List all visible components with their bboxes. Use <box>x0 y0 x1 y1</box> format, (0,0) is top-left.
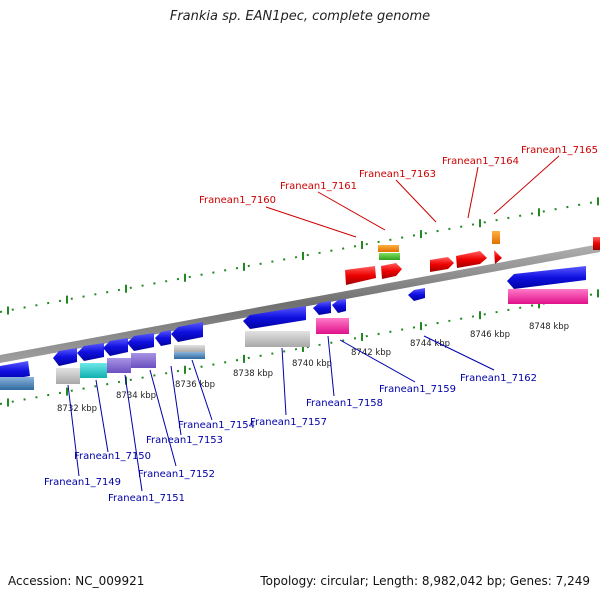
leader-line <box>67 384 80 477</box>
accession-text: Accession: NC_009921 <box>8 574 145 588</box>
gene-arrow <box>0 361 30 381</box>
gene-arrow <box>171 322 203 342</box>
kbp-label: 8748 kbp <box>529 322 569 332</box>
gene-arrow <box>127 333 154 351</box>
leader-line <box>423 335 495 371</box>
gene-label-franean1-7157[interactable]: Franean1_7157 <box>250 417 327 428</box>
gene-label-franean1-7160[interactable]: Franean1_7160 <box>199 195 276 206</box>
gene-label-franean1-7150[interactable]: Franean1_7150 <box>74 451 151 462</box>
gene-annotation-box <box>56 368 80 384</box>
gene-arrow <box>345 266 376 285</box>
gene-arrow <box>332 299 346 313</box>
gene-label-franean1-7163[interactable]: Franean1_7163 <box>359 169 436 180</box>
gene-annotation-box <box>245 331 310 347</box>
leader-line <box>95 379 109 453</box>
gene-label-franean1-7151[interactable]: Franean1_7151 <box>108 493 185 504</box>
forward-gene-labels <box>265 155 560 238</box>
gene-label-franean1-7152[interactable]: Franean1_7152 <box>138 469 215 480</box>
forward-gene-features <box>345 231 600 285</box>
gene-annotation-box <box>107 358 131 373</box>
reverse-gene-labels <box>67 335 495 492</box>
gene-label-franean1-7161[interactable]: Franean1_7161 <box>280 181 357 192</box>
kbp-label: 8746 kbp <box>470 330 510 340</box>
gene-label-franean1-7159[interactable]: Franean1_7159 <box>379 384 456 395</box>
gene-label-franean1-7165[interactable]: Franean1_7165 <box>521 145 598 156</box>
kbp-label: 8736 kbp <box>175 380 215 390</box>
kbp-label: 8738 kbp <box>233 369 273 379</box>
gene-arrow <box>381 263 402 279</box>
leader-line <box>467 166 479 219</box>
gene-arrow <box>53 348 77 366</box>
gene-arrow <box>593 237 600 250</box>
kbp-label: 8742 kbp <box>351 348 391 358</box>
gene-annotation-box <box>379 253 400 260</box>
genome-backbone <box>0 244 600 363</box>
gene-arrow <box>77 343 104 361</box>
gene-annotation-box <box>80 363 107 378</box>
leader-line <box>124 374 143 492</box>
position-labels: 8732 kbp 8734 kbp 8736 kbp 8738 kbp 8740… <box>57 322 569 414</box>
gene-label-franean1-7154[interactable]: Franean1_7154 <box>178 420 255 431</box>
gene-label-franean1-7158[interactable]: Franean1_7158 <box>306 398 383 409</box>
gene-annotation-box <box>174 345 205 352</box>
leader-line <box>339 339 416 383</box>
gene-annotation-box <box>492 231 500 244</box>
gene-annotation-box <box>378 245 399 252</box>
gene-arrow <box>408 288 425 301</box>
gene-label-franean1-7162[interactable]: Franean1_7162 <box>460 373 537 384</box>
gene-arrow <box>456 251 487 268</box>
gene-annotation-box <box>174 352 205 359</box>
kbp-label: 8744 kbp <box>410 339 450 349</box>
leader-line <box>493 155 560 215</box>
gene-arrow <box>430 257 454 272</box>
leader-line <box>317 191 386 231</box>
gene-arrow <box>313 301 331 315</box>
leader-line <box>170 365 182 436</box>
gene-arrow <box>103 338 128 356</box>
gene-annotation-box <box>508 289 588 304</box>
kbp-label: 8734 kbp <box>116 391 156 401</box>
gene-label-franean1-7149[interactable]: Franean1_7149 <box>44 477 121 488</box>
gene-annotation-box <box>0 377 34 390</box>
leader-line <box>395 179 437 223</box>
gene-arrow <box>494 250 502 264</box>
gene-arrow <box>155 330 171 346</box>
kbp-label: 8732 kbp <box>57 404 97 414</box>
leader-line <box>149 369 177 467</box>
gene-arrow <box>507 266 586 289</box>
map-title: Frankia sp. EAN1pec, complete genome <box>169 9 431 24</box>
reverse-gene-features <box>0 266 588 390</box>
kbp-label: 8740 kbp <box>292 359 332 369</box>
leader-line <box>327 335 335 397</box>
gene-arrow <box>243 306 306 329</box>
gene-annotation-box <box>316 318 349 334</box>
outer-major-ticks <box>7 197 599 315</box>
topology-text: Topology: circular; Length: 8,982,042 bp… <box>260 574 590 588</box>
gene-label-franean1-7164[interactable]: Franean1_7164 <box>442 156 519 167</box>
gene-annotation-box <box>131 353 156 368</box>
leader-line <box>265 206 357 238</box>
leader-line <box>191 359 213 421</box>
leader-line <box>281 347 287 416</box>
gene-label-franean1-7153[interactable]: Franean1_7153 <box>146 435 223 446</box>
